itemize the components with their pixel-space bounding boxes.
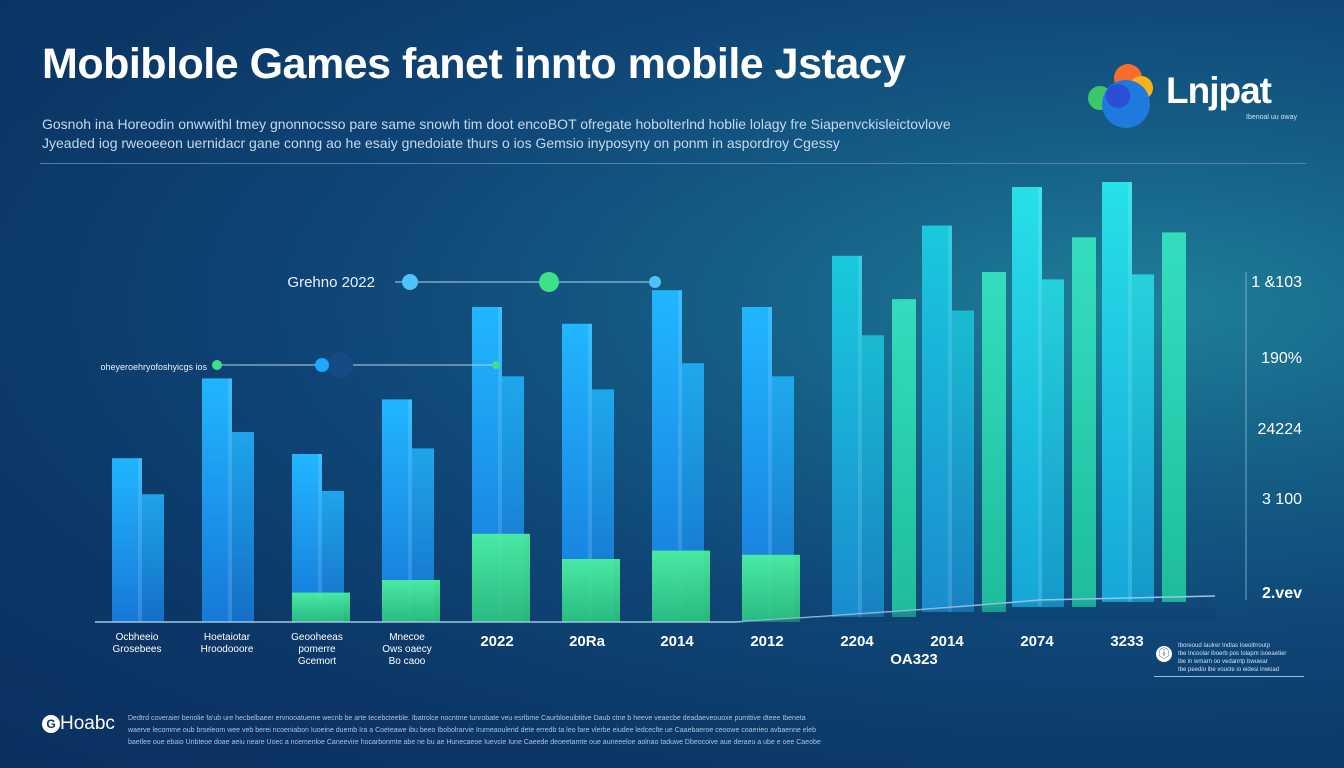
x-tick-label-3-1: Geooheeas bbox=[291, 632, 343, 643]
x-tick-label-2-1: Hoetaiotar bbox=[204, 632, 251, 643]
info-icon: ⓘ bbox=[1156, 646, 1172, 662]
timeline-label-2: oheyeroehryofoshyicgs ios bbox=[100, 362, 207, 372]
x-tick-label-3-3: Gcemort bbox=[298, 656, 337, 667]
x-tick-label-4-3: Bo caoo bbox=[389, 656, 426, 667]
y-tick-label-1: 1 &103 bbox=[1251, 274, 1302, 291]
bar-highlight-8 bbox=[768, 307, 772, 622]
bar-twin-12 bbox=[1130, 274, 1154, 602]
chart-baseline bbox=[95, 272, 1247, 623]
x-tick-label-4-1: Mnecoe bbox=[389, 632, 425, 643]
bar-10 bbox=[922, 225, 952, 612]
x-extra-label: OA323 bbox=[890, 651, 938, 668]
bar-12 bbox=[1102, 182, 1132, 602]
x-tick-label-2-2: Hroodooore bbox=[201, 644, 254, 655]
x-tick-label-11-1: 2074 bbox=[1020, 633, 1054, 650]
bar-extra-10 bbox=[982, 271, 1006, 612]
x-tick-label-1-2: Grosebees bbox=[113, 644, 162, 655]
footer-line-1: Dedtrd coveraier benolie fa'ub ure hecbe… bbox=[128, 715, 806, 722]
bar-1 bbox=[112, 458, 142, 622]
y-tick-label-5: 2.vev bbox=[1262, 585, 1302, 602]
timeline-dot-2-1 bbox=[212, 360, 222, 370]
bar-highlight-10 bbox=[948, 225, 952, 612]
footer-logo-text: Hoabc bbox=[60, 713, 115, 734]
bar-twin-10 bbox=[950, 310, 974, 612]
bar-green-7 bbox=[652, 550, 710, 622]
logo-tagline: Ibenoal uu oway bbox=[1246, 114, 1297, 121]
bar-twin-9 bbox=[860, 335, 884, 617]
bar-11 bbox=[1012, 187, 1042, 607]
logo-text: Lnjpat bbox=[1166, 70, 1272, 111]
subtitle-line-2: Jyeaded iog rweoeeon uernidacr gane conn… bbox=[42, 135, 840, 151]
bar-green-3 bbox=[292, 592, 350, 622]
bar-2 bbox=[202, 378, 232, 622]
y-tick-label-4: 3 100 bbox=[1262, 491, 1302, 508]
bar-green-4 bbox=[382, 580, 440, 622]
x-tick-label-3-2: pomerre bbox=[298, 644, 336, 655]
footer-text: Dedtrd coveraier benolie fa'ub ure hecbe… bbox=[128, 713, 1188, 749]
legend: ⓘ Iboreoud Iaulrer Indlas Ioeoitrroutp I… bbox=[1154, 642, 1304, 677]
bar-green-5 bbox=[472, 533, 530, 622]
bar-highlight-5 bbox=[498, 307, 502, 622]
bar-extra-12 bbox=[1162, 232, 1186, 602]
bar-highlight-9 bbox=[858, 255, 862, 618]
timeline-dot-2-3 bbox=[315, 358, 329, 372]
x-tick-label-8-1: 2012 bbox=[750, 633, 783, 650]
x-tick-label-10-1: 2014 bbox=[930, 633, 964, 650]
subtitle-line-1: Gosnoh ina Horeodin onwwithl tmey gnonno… bbox=[42, 116, 951, 132]
y-tick-label-2: 190% bbox=[1261, 350, 1302, 367]
y-tick-label-3: 24224 bbox=[1258, 421, 1303, 438]
baseline-shadow bbox=[735, 596, 1215, 622]
y-axis-labels: 1 &103 190% 24224 3 100 2.vev bbox=[1251, 274, 1302, 602]
logo-petal-indigo bbox=[1106, 84, 1130, 108]
footer-logo-icon: G bbox=[42, 715, 60, 733]
bar-highlight-4 bbox=[408, 399, 412, 622]
footer-logo: G Hoabc bbox=[42, 713, 132, 737]
bar-highlight-7 bbox=[678, 290, 682, 622]
timeline-dot-2-4 bbox=[492, 361, 500, 369]
bar-green-8 bbox=[742, 554, 800, 622]
x-tick-label-12-1: 3233 bbox=[1110, 633, 1143, 650]
bar-green-6 bbox=[562, 559, 620, 622]
bar-twin-11 bbox=[1040, 279, 1064, 607]
bar-extra-9 bbox=[892, 299, 916, 617]
x-tick-label-1-1: Ocbheeio bbox=[116, 632, 159, 643]
x-tick-label-4-2: Ows oaecy bbox=[382, 644, 431, 655]
bar-highlight-11 bbox=[1038, 187, 1042, 607]
timeline-dot-1-2 bbox=[539, 272, 559, 292]
bar-extra-11 bbox=[1072, 237, 1096, 607]
bar-highlight-12 bbox=[1128, 182, 1132, 602]
timeline-dot-1-1 bbox=[402, 274, 418, 290]
legend-text: Iboreoud Iaulrer Indlas Ioeoitrroutp Ibe… bbox=[1178, 642, 1302, 674]
page-title: Mobiblole Games fanet innto mobile Jstac… bbox=[42, 40, 906, 88]
bar-twin-2 bbox=[230, 431, 254, 622]
bar-highlight-2 bbox=[228, 378, 232, 622]
header-divider bbox=[40, 163, 1306, 164]
legend-line-1: Iboreoud Iaulrer Indlas Ioeoitrroutp bbox=[1178, 643, 1271, 649]
footer-line-3: baetlee oue ebaio Unbteoe doae aeiu near… bbox=[128, 739, 821, 746]
brand-logo: Lnjpat Ibenoal uu oway bbox=[1086, 62, 1316, 137]
logo-mark-icon bbox=[1088, 64, 1153, 128]
footer-line-2: waerve lecomme oub brseleom wee veb bere… bbox=[128, 727, 817, 734]
timeline-dot-2-2 bbox=[327, 352, 353, 378]
timelines: Grehno 2022 oheyeroehryofoshyicgs ios bbox=[100, 272, 661, 378]
x-tick-label-5-1: 2022 bbox=[480, 633, 513, 650]
timeline-dot-1-3 bbox=[649, 276, 661, 288]
legend-line-2: Ibe Incoolar iboerb pos Iolapm isoeaetie… bbox=[1178, 651, 1287, 657]
x-tick-label-9-1: 2204 bbox=[840, 633, 874, 650]
bars-layer bbox=[112, 182, 1186, 622]
bar-twin-1 bbox=[140, 494, 164, 622]
x-tick-label-7-1: 2014 bbox=[660, 633, 694, 650]
bar-highlight-3 bbox=[318, 454, 322, 622]
timeline-label-1: Grehno 2022 bbox=[287, 274, 375, 291]
x-tick-label-6-1: 20Ra bbox=[569, 633, 606, 650]
bar-highlight-1 bbox=[138, 458, 142, 622]
legend-line-4: Ibe peedio ibe voucle io eidesi inwoad bbox=[1178, 667, 1280, 673]
bar-highlight-6 bbox=[588, 323, 592, 622]
legend-line-3: ibe in wmarn oo vedanrtp bwuwar bbox=[1178, 659, 1268, 665]
subtitle: Gosnoh ina Horeodin onwwithl tmey gnonno… bbox=[42, 115, 1042, 153]
bar-9 bbox=[832, 255, 862, 618]
